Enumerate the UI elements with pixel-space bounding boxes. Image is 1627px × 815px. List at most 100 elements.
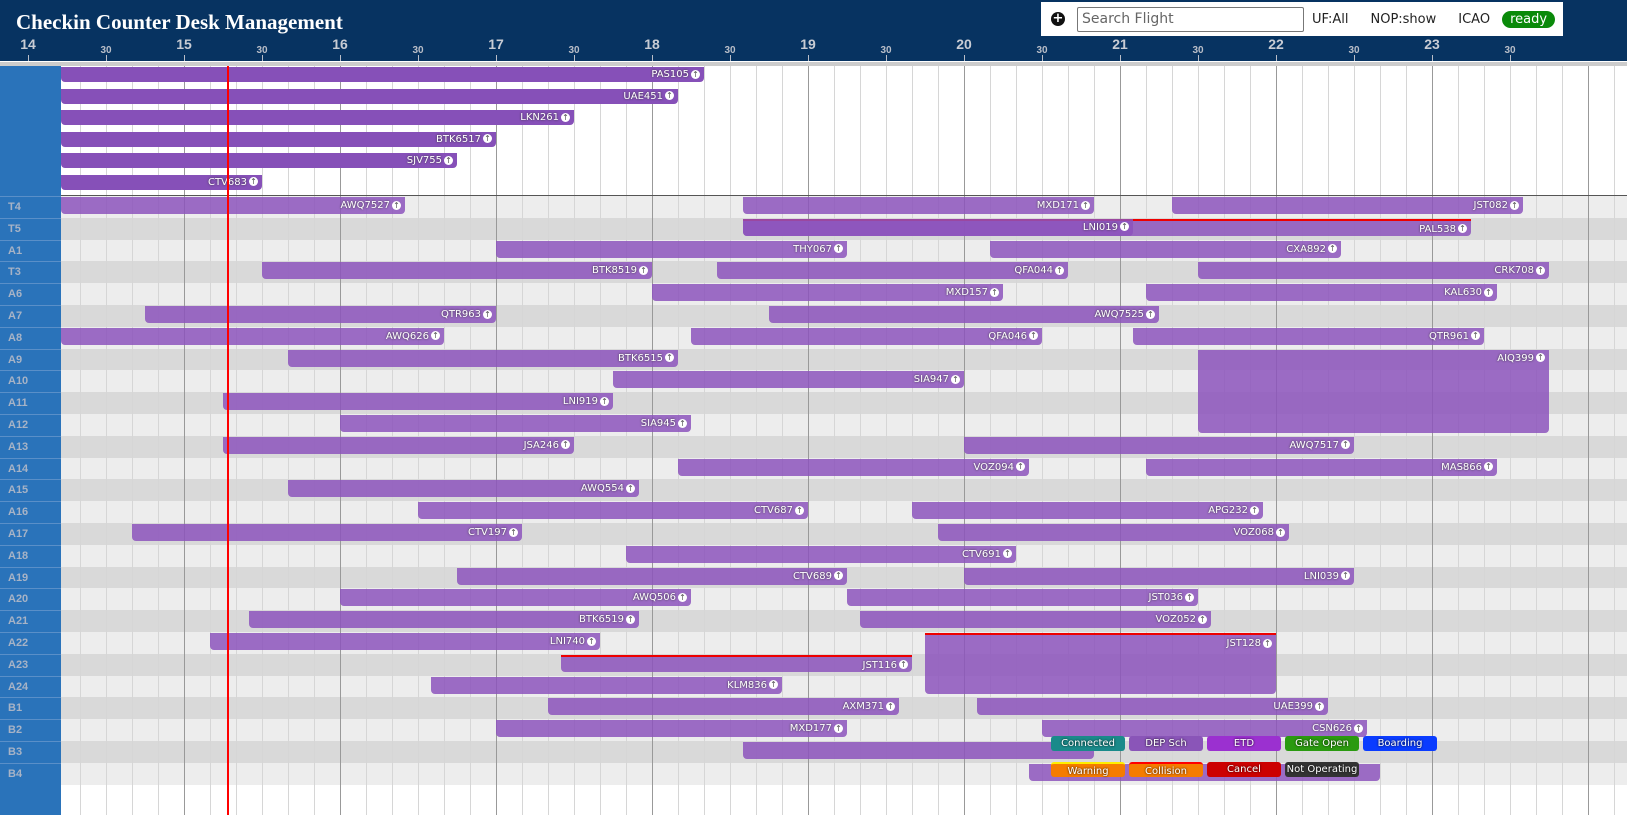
flight-bar[interactable]: VOZ068 ↑ [938, 524, 1289, 541]
departure-arrow-icon[interactable]: ↑ [1484, 287, 1493, 297]
departure-arrow-icon[interactable]: ↑ [1198, 614, 1207, 624]
flight-bar[interactable]: KAL630 ↑ [1146, 284, 1497, 302]
departure-arrow-icon[interactable]: ↑ [1029, 331, 1038, 341]
departure-arrow-icon[interactable]: ↑ [600, 396, 609, 406]
flight-bar[interactable] [743, 742, 1094, 759]
flight-bar[interactable]: UAE399 ↑ [977, 698, 1328, 716]
flight-bar[interactable]: JST128 ↑ [925, 633, 1276, 695]
departure-arrow-icon[interactable]: ↑ [665, 353, 674, 363]
flight-bar[interactable]: LNI919 ↑ [223, 393, 613, 411]
uf-filter-toggle[interactable]: UF:All [1312, 11, 1349, 27]
departure-arrow-icon[interactable]: ↑ [834, 723, 843, 733]
departure-arrow-icon[interactable]: ↑ [1276, 527, 1285, 537]
departure-arrow-icon[interactable]: ↑ [990, 287, 999, 297]
departure-arrow-icon[interactable]: ↑ [1315, 701, 1324, 711]
departure-arrow-icon[interactable]: ↑ [769, 680, 778, 690]
departure-arrow-icon[interactable]: ↑ [639, 265, 648, 275]
departure-arrow-icon[interactable]: ↑ [509, 527, 518, 537]
flight-bar[interactable]: VOZ094 ↑ [678, 458, 1029, 476]
departure-arrow-icon[interactable]: ↑ [1003, 549, 1012, 559]
departure-arrow-icon[interactable]: ↑ [1354, 723, 1363, 733]
flight-bar[interactable]: CTV683↑ [61, 174, 262, 190]
flight-bar[interactable]: MXD171 ↑ [743, 197, 1094, 214]
departure-arrow-icon[interactable]: ↑ [431, 331, 440, 341]
flight-bar[interactable]: AWQ506 ↑ [340, 589, 691, 607]
departure-arrow-icon[interactable]: ↑ [561, 440, 570, 450]
departure-arrow-icon[interactable]: ↑ [1510, 200, 1519, 210]
flight-bar[interactable]: SIA947 ↑ [613, 371, 964, 389]
flight-bar[interactable]: SIA945 ↑ [340, 415, 691, 432]
departure-arrow-icon[interactable]: ↑ [1341, 440, 1350, 450]
departure-arrow-icon[interactable]: ↑ [444, 155, 453, 165]
departure-arrow-icon[interactable]: ↑ [483, 134, 492, 143]
nop-toggle[interactable]: NOP:show [1370, 11, 1437, 27]
flight-bar[interactable]: LNI019 ↑ [743, 218, 1133, 236]
flight-bar[interactable]: LNI740 ↑ [210, 633, 600, 650]
departure-arrow-icon[interactable]: ↑ [1328, 244, 1337, 254]
departure-arrow-icon[interactable]: ↑ [1016, 462, 1025, 472]
flight-bar[interactable]: CRK708 ↑ [1198, 262, 1549, 280]
flight-bar[interactable]: AWQ626 ↑ [61, 327, 444, 345]
flight-bar[interactable]: AIQ399 ↑ [1198, 349, 1549, 433]
flight-bar[interactable]: MAS866 ↑ [1146, 458, 1497, 476]
departure-arrow-icon[interactable]: ↑ [1536, 353, 1545, 363]
flight-bar[interactable]: CTV197 ↑ [132, 524, 522, 541]
flight-bar[interactable]: QFA046 ↑ [691, 327, 1042, 345]
flight-bar[interactable]: VOZ052 ↑ [860, 611, 1211, 629]
search-flight-input[interactable] [1077, 6, 1304, 32]
plus-circle-icon[interactable]: + [1051, 11, 1065, 26]
departure-arrow-icon[interactable]: ↑ [1146, 309, 1155, 319]
flight-bar[interactable]: MXD177 ↑ [496, 720, 847, 738]
flight-bar[interactable]: AWQ7527 ↑ [61, 197, 405, 214]
flight-bar[interactable]: JSA246 ↑ [223, 436, 574, 454]
flight-bar[interactable]: MXD157 ↑ [652, 284, 1003, 302]
flight-bar[interactable]: JST116 ↑ [561, 654, 912, 672]
flight-bar[interactable]: THY067 ↑ [496, 240, 847, 258]
departure-arrow-icon[interactable]: ↑ [795, 505, 804, 515]
departure-arrow-icon[interactable]: ↑ [834, 571, 843, 581]
flight-bar[interactable]: QTR961 ↑ [1133, 327, 1484, 345]
departure-arrow-icon[interactable]: ↑ [392, 200, 401, 210]
flight-bar[interactable]: AWQ7517 ↑ [964, 436, 1354, 454]
flight-bar[interactable]: BTK8519 ↑ [262, 262, 652, 280]
flight-bar[interactable]: CXA892 ↑ [990, 240, 1341, 258]
flight-bar[interactable]: LNI039 ↑ [964, 567, 1354, 585]
departure-arrow-icon[interactable]: ↑ [587, 636, 596, 646]
departure-arrow-icon[interactable]: ↑ [1471, 331, 1480, 341]
departure-arrow-icon[interactable]: ↑ [1250, 505, 1259, 515]
departure-arrow-icon[interactable]: ↑ [249, 177, 258, 186]
flight-bar[interactable]: BTK6517 ↑ [61, 131, 496, 147]
departure-arrow-icon[interactable]: ↑ [678, 418, 687, 428]
flight-bar[interactable]: APG232 ↑ [912, 502, 1263, 520]
departure-arrow-icon[interactable]: ↑ [691, 69, 700, 79]
flight-bar[interactable]: QTR963 ↑ [145, 306, 496, 323]
flight-bar[interactable]: PAS105 ↑ [61, 67, 704, 82]
departure-arrow-icon[interactable]: ↑ [834, 244, 843, 254]
departure-arrow-icon[interactable]: ↑ [1185, 592, 1194, 602]
departure-arrow-icon[interactable]: ↑ [1341, 571, 1350, 581]
departure-arrow-icon[interactable]: ↑ [1263, 638, 1272, 648]
icao-toggle[interactable]: ICAO [1458, 11, 1491, 27]
departure-arrow-icon[interactable]: ↑ [626, 614, 635, 624]
departure-arrow-icon[interactable]: ↑ [1055, 265, 1064, 275]
flight-bar[interactable]: CTV689 ↑ [457, 567, 847, 585]
departure-arrow-icon[interactable]: ↑ [951, 374, 960, 384]
flight-bar[interactable]: CSN626 ↑ [1042, 720, 1367, 738]
flight-bar[interactable]: AWQ554 ↑ [288, 480, 639, 498]
flight-bar[interactable]: JST036 ↑ [847, 589, 1198, 607]
departure-arrow-icon[interactable]: ↑ [1120, 222, 1129, 232]
flight-bar[interactable]: CTV691 ↑ [626, 545, 1016, 563]
flight-bar[interactable]: LKN261 ↑ [61, 110, 574, 125]
flight-bar[interactable]: AXM371 ↑ [548, 698, 899, 716]
departure-arrow-icon[interactable]: ↑ [561, 112, 570, 122]
departure-arrow-icon[interactable]: ↑ [1081, 200, 1090, 210]
departure-arrow-icon[interactable]: ↑ [626, 483, 635, 493]
departure-arrow-icon[interactable]: ↑ [886, 701, 895, 711]
departure-arrow-icon[interactable]: ↑ [1458, 224, 1467, 234]
flight-bar[interactable]: QFA044 ↑ [717, 262, 1068, 280]
departure-arrow-icon[interactable]: ↑ [678, 592, 687, 602]
departure-arrow-icon[interactable]: ↑ [1536, 265, 1545, 275]
departure-arrow-icon[interactable]: ↑ [665, 91, 674, 100]
flight-bar[interactable]: CTV687 ↑ [418, 502, 808, 520]
flight-bar[interactable]: BTK6519 ↑ [249, 611, 639, 629]
